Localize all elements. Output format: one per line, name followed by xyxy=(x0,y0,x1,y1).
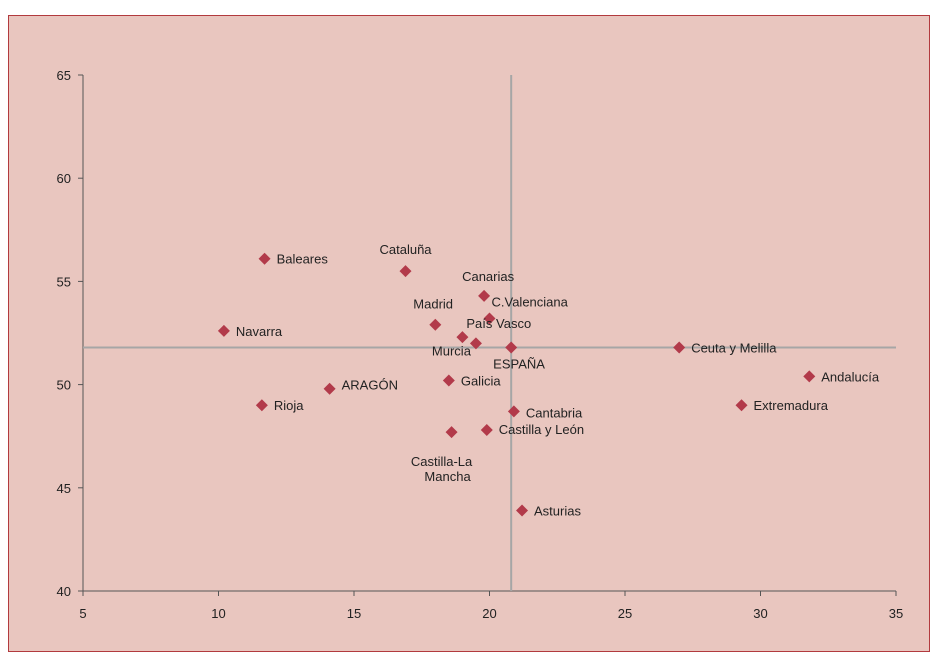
point-label-aragon: ARAGÓN xyxy=(342,378,398,393)
data-point-madrid xyxy=(429,318,442,331)
point-label-ceuta-y-melilla: Ceuta y Melilla xyxy=(691,340,777,355)
y-tick-label: 60 xyxy=(57,171,71,186)
point-label-extremadura: Extremadura xyxy=(754,398,829,413)
point-label-castilla-la-mancha: Castilla-La Mancha xyxy=(411,454,473,484)
x-tick-label: 20 xyxy=(482,606,496,621)
data-point-galicia xyxy=(442,374,455,387)
data-point-asturias xyxy=(516,504,529,517)
data-point-castilla-y-leon xyxy=(480,424,493,437)
data-point-murcia xyxy=(469,337,482,350)
point-label-madrid: Madrid xyxy=(413,297,453,312)
point-label-espana: ESPAÑA xyxy=(493,356,545,371)
y-tick-label: 55 xyxy=(57,274,71,289)
point-label-baleares: Baleares xyxy=(277,252,329,267)
point-label-galicia: Galicia xyxy=(461,373,502,388)
x-tick-label: 10 xyxy=(211,606,225,621)
x-tick-label: 30 xyxy=(753,606,767,621)
x-tick-label: 25 xyxy=(618,606,632,621)
point-label-c-valenciana: C.Valenciana xyxy=(492,295,569,310)
data-point-rioja xyxy=(255,399,268,412)
data-point-espana xyxy=(505,341,518,354)
data-point-extremadura xyxy=(735,399,748,412)
point-label-asturias: Asturias xyxy=(534,504,581,519)
y-tick-label: 40 xyxy=(57,584,71,599)
data-point-andalucia xyxy=(803,370,816,383)
point-label-castilla-y-leon: Castilla y León xyxy=(499,422,584,437)
data-point-cataluna xyxy=(399,265,412,278)
x-tick-label: 15 xyxy=(347,606,361,621)
data-point-cantabria xyxy=(507,405,520,418)
data-point-ceuta-y-melilla xyxy=(673,341,686,354)
x-tick-label: 5 xyxy=(79,606,86,621)
point-label-navarra: Navarra xyxy=(236,324,283,339)
point-label-pais-vasco: País Vasco xyxy=(466,316,531,331)
point-label-rioja: Rioja xyxy=(274,398,304,413)
data-point-castilla-la-mancha xyxy=(445,426,458,439)
chart-frame xyxy=(8,15,930,652)
data-point-pais-vasco xyxy=(456,331,469,344)
data-point-aragon xyxy=(323,382,336,395)
point-label-cataluna: Cataluña xyxy=(379,242,432,257)
data-point-c-valenciana xyxy=(483,312,496,325)
y-tick-label: 65 xyxy=(57,68,71,83)
point-label-cantabria: Cantabria xyxy=(526,405,583,420)
point-label-murcia: Murcia xyxy=(432,343,472,358)
point-label-andalucia: Andalucía xyxy=(821,369,880,384)
y-tick-label: 50 xyxy=(57,378,71,393)
y-tick-label: 45 xyxy=(57,481,71,496)
x-tick-label: 35 xyxy=(889,606,903,621)
data-point-navarra xyxy=(217,324,230,337)
data-point-canarias xyxy=(478,289,491,302)
data-point-baleares xyxy=(258,252,271,265)
point-label-canarias: Canarias xyxy=(462,269,515,284)
